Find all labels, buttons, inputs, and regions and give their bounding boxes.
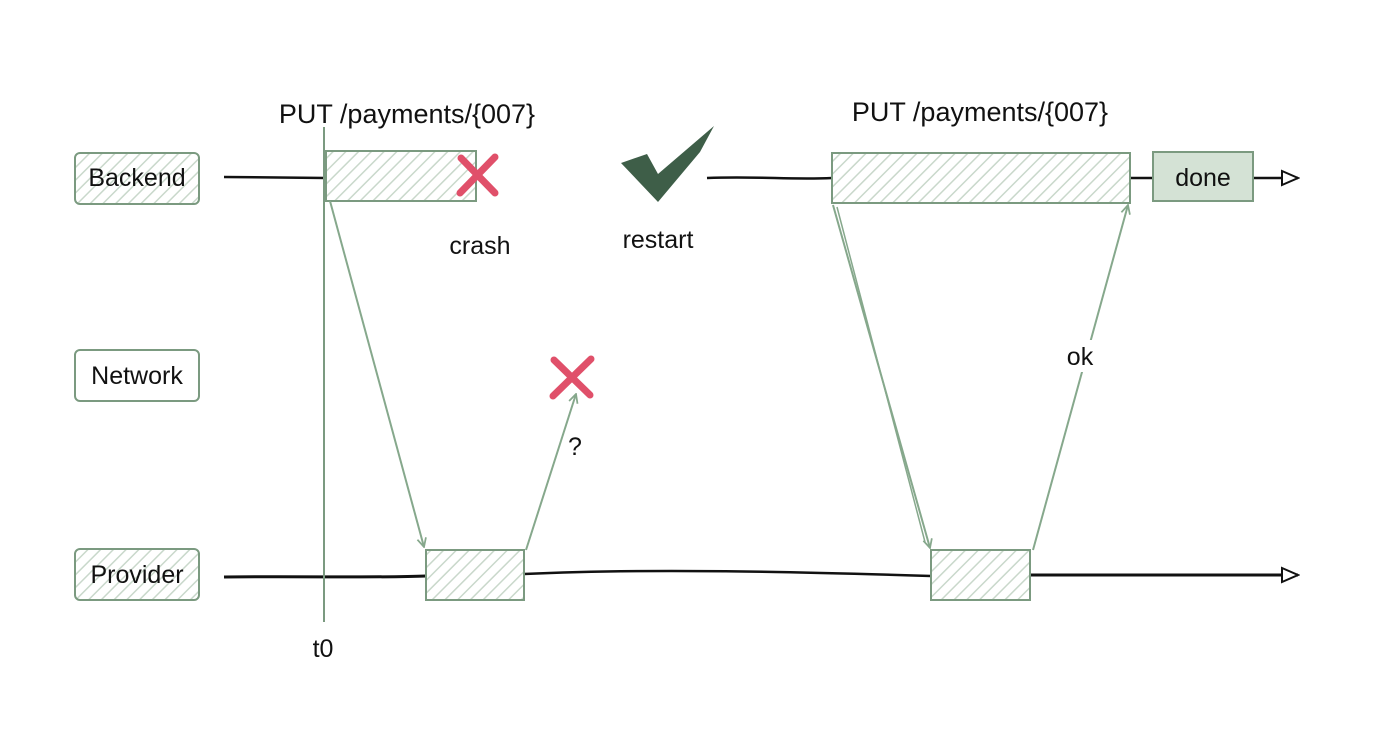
backend-lifeline-start (223, 175, 327, 180)
first-request-label: PUT /payments/{007} (279, 99, 535, 129)
request-arrow-second-sketch (836, 206, 926, 543)
actor-provider-label: Provider (90, 561, 183, 589)
actor-network: Network (74, 349, 200, 402)
request-arrow-first (329, 200, 424, 547)
response-arrow-lost (525, 394, 576, 551)
unknown-label: ? (568, 433, 582, 461)
t0-label: t0 (313, 635, 334, 663)
restart-label: restart (623, 226, 694, 254)
response-arrow-ok (1032, 205, 1128, 551)
done-box: done (1152, 151, 1254, 202)
check-icon (621, 126, 714, 202)
cross-icon (456, 153, 499, 197)
provider-activation-second (930, 549, 1031, 601)
actor-backend: Backend (74, 152, 200, 205)
backend-activation-second (831, 152, 1131, 204)
provider-activation-first (425, 549, 525, 601)
provider-lifeline-middle (523, 569, 932, 578)
backend-lifeline-after-restart (706, 176, 833, 180)
second-request-label: PUT /payments/{007} (852, 97, 1108, 127)
cross-icon (549, 355, 595, 400)
ok-label-bg (1060, 340, 1100, 372)
actor-network-label: Network (91, 362, 183, 390)
ok-label: ok (1067, 343, 1094, 371)
crash-label: crash (449, 232, 510, 260)
provider-lifeline-start (223, 574, 427, 579)
done-label: done (1175, 164, 1231, 192)
actor-provider: Provider (74, 548, 200, 601)
actor-backend-label: Backend (88, 164, 185, 192)
backend-activation-first (325, 150, 477, 202)
